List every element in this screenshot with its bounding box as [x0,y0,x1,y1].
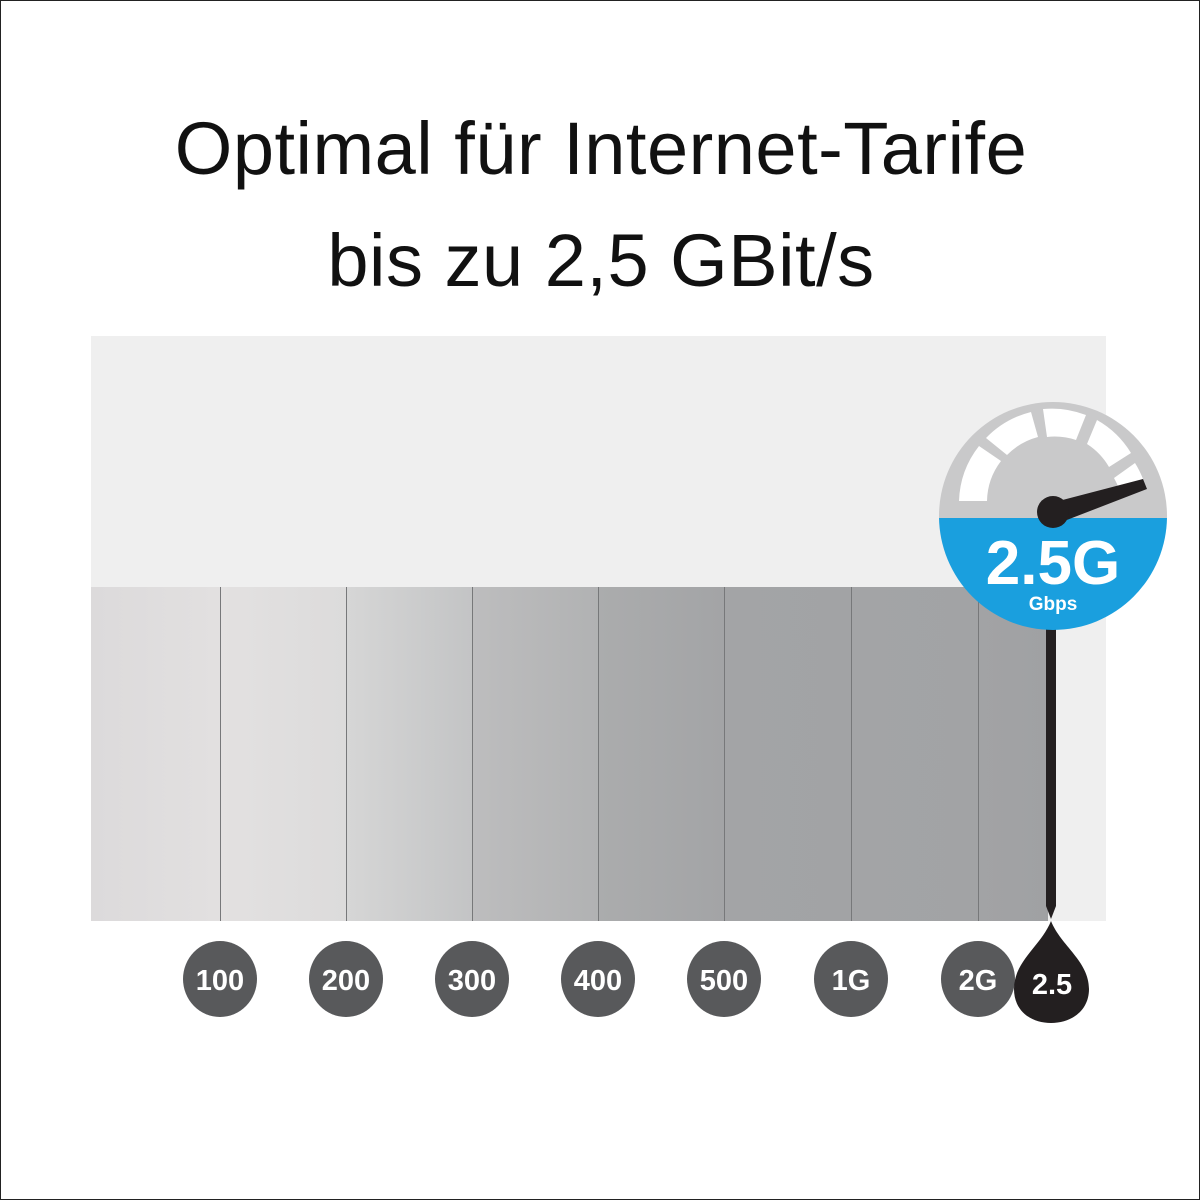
gauge-value: 2.5G [986,529,1120,598]
headline-line-1: Optimal für Internet-Tarife [174,107,1028,190]
tick-200: 200 [309,941,383,1017]
tick-300: 300 [435,941,509,1017]
svg-text:200: 200 [322,965,370,997]
speed-columns [91,587,1048,921]
column-3 [346,587,472,921]
column-2 [220,587,346,921]
svg-text:500: 500 [700,965,748,997]
speed-ticks: 100 200 300 400 500 1G 2G 2.5 [183,921,1089,1023]
svg-text:2.5: 2.5 [1032,969,1072,1001]
column-8 [978,587,1048,921]
headline: Optimal für Internet-Tarife bis zu 2,5 G… [1,93,1199,317]
tick-400: 400 [561,941,635,1017]
svg-text:2G: 2G [959,965,998,997]
svg-text:100: 100 [196,965,244,997]
current-speed-marker: 2.5 [1014,921,1089,1023]
speedometer-icon [939,402,1167,630]
tick-500: 500 [687,941,761,1017]
column-1 [91,587,220,921]
column-5 [598,587,724,921]
tick-1g: 1G [814,941,888,1017]
tick-2g: 2G [941,941,1015,1017]
svg-text:400: 400 [574,965,622,997]
column-4 [472,587,598,921]
headline-line-2: bis zu 2,5 GBit/s [327,219,875,302]
tick-100: 100 [183,941,257,1017]
svg-text:1G: 1G [832,965,871,997]
current-speed-line [1046,621,1056,919]
column-7 [851,587,978,921]
drop-icon [1014,921,1089,1023]
column-6 [724,587,851,921]
svg-text:300: 300 [448,965,496,997]
gauge-unit: Gbps [1029,594,1078,615]
